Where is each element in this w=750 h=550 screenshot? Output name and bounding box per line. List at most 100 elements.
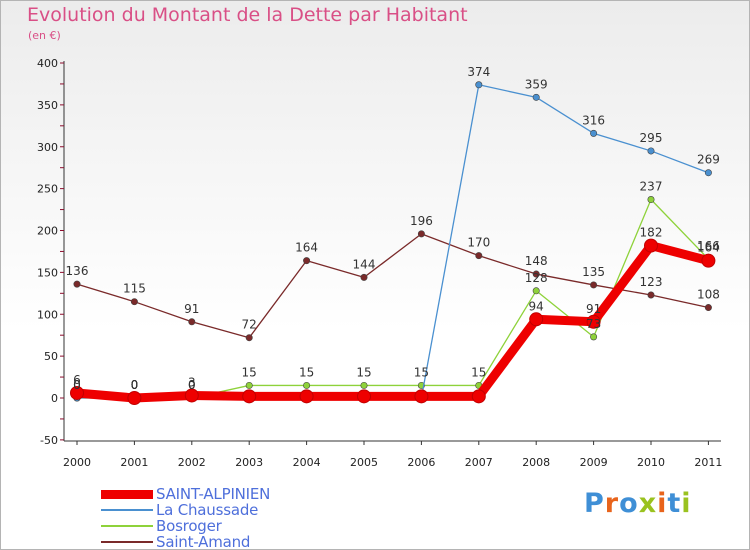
data-point: [529, 312, 544, 327]
chart-title: Evolution du Montant de la Dette par Hab…: [27, 4, 468, 26]
data-point: [704, 169, 712, 177]
y-tick-label: 200: [37, 225, 58, 238]
x-tick-label: 2005: [350, 456, 378, 469]
data-label: 0: [188, 378, 196, 392]
data-point: [586, 314, 601, 329]
data-point: [242, 389, 257, 404]
data-label: 128: [525, 271, 548, 285]
data-point: [647, 291, 655, 299]
y-tick-label: 400: [37, 57, 58, 70]
data-label: 136: [66, 264, 89, 278]
data-point: [299, 389, 314, 404]
data-label: 15: [471, 365, 486, 379]
data-point: [417, 230, 425, 238]
data-point: [590, 281, 598, 289]
data-label: 15: [299, 365, 314, 379]
data-label: 3: [188, 375, 196, 389]
data-label: 144: [353, 257, 376, 271]
data-label: 135: [582, 265, 605, 279]
data-point: [360, 381, 368, 389]
data-point: [647, 147, 655, 155]
data-label: 123: [640, 275, 663, 289]
data-label: 164: [697, 241, 720, 255]
data-point: [475, 252, 483, 260]
legend-swatch-saint-alpinien: [101, 489, 153, 499]
x-tick-label: 2000: [63, 456, 91, 469]
data-label: 170: [467, 236, 490, 250]
data-label: 316: [582, 113, 605, 127]
logo-letter: t: [667, 488, 682, 519]
data-point: [647, 196, 655, 204]
data-point: [130, 298, 138, 306]
y-tick-label: 0: [51, 392, 58, 405]
legend: SAINT-ALPINIEN La Chaussade Bosroger Sai…: [101, 485, 271, 549]
data-label: 115: [123, 282, 146, 296]
data-label: 91: [586, 302, 601, 316]
chart-subtitle: (en €): [28, 29, 61, 42]
data-label: 15: [242, 365, 257, 379]
legend-label: SAINT-ALPINIEN: [156, 485, 271, 503]
data-label: 359: [525, 77, 548, 91]
logo-letter: i: [681, 488, 692, 519]
data-label: 374: [467, 65, 490, 79]
data-point: [245, 334, 253, 342]
data-label: 6: [73, 373, 81, 387]
legend-swatch-bosroger: [101, 525, 153, 527]
data-point: [471, 389, 486, 404]
data-point: [188, 318, 196, 326]
y-tick-label: 50: [44, 350, 58, 363]
legend-swatch-la-chaussade: [101, 509, 153, 511]
logo-letter: i: [657, 488, 668, 519]
data-point: [360, 273, 368, 281]
data-label: 0: [188, 378, 196, 392]
data-point: [184, 388, 199, 403]
series-line: [76, 84, 710, 399]
data-point: [704, 304, 712, 312]
data-point: [245, 381, 253, 389]
data-label: 0: [131, 378, 139, 392]
data-label: 166: [697, 239, 720, 253]
x-tick-label: 2009: [580, 456, 608, 469]
legend-label: La Chaussade: [156, 501, 259, 519]
y-tick-label: 150: [37, 266, 58, 279]
y-tick-label: -50: [40, 434, 58, 447]
data-point: [532, 93, 540, 101]
x-tick-label: 2008: [522, 456, 550, 469]
legend-label: Bosroger: [156, 517, 222, 535]
data-point: [303, 381, 311, 389]
data-point: [644, 238, 658, 253]
y-tick-label: 350: [37, 99, 58, 112]
y-tick-label: 300: [37, 141, 58, 154]
x-tick-label: 2003: [235, 456, 263, 469]
data-label: 0: [73, 378, 81, 392]
x-tick-label: 2004: [293, 456, 321, 469]
data-label: 94: [529, 299, 544, 313]
y-tick-label: 100: [37, 308, 58, 321]
x-tick-label: 2006: [407, 456, 435, 469]
data-label: 15: [414, 365, 429, 379]
x-tick-label: 2002: [178, 456, 206, 469]
legend-swatch-saint-amand: [101, 541, 153, 543]
legend-item-la-chaussade: La Chaussade: [101, 501, 270, 519]
data-label: 196: [410, 214, 433, 228]
data-label: 0: [131, 378, 139, 392]
data-point: [532, 270, 540, 278]
data-point: [357, 389, 371, 404]
series-line: [76, 233, 710, 339]
data-label: 0: [73, 378, 81, 392]
legend-item-bosroger: Bosroger: [101, 517, 270, 535]
data-label: 269: [697, 153, 720, 167]
data-label: 72: [242, 318, 257, 332]
x-tick-label: 2007: [465, 456, 493, 469]
x-tick-label: 2001: [120, 456, 148, 469]
data-point: [127, 391, 142, 405]
data-label: 164: [295, 241, 318, 255]
data-point: [475, 81, 483, 89]
legend-item-saint-amand: Saint-Amand: [101, 533, 270, 549]
legend-item-saint-alpinien: SAINT-ALPINIEN: [101, 485, 271, 503]
data-point: [590, 129, 598, 137]
data-label: 237: [640, 180, 663, 194]
data-point: [532, 287, 540, 295]
